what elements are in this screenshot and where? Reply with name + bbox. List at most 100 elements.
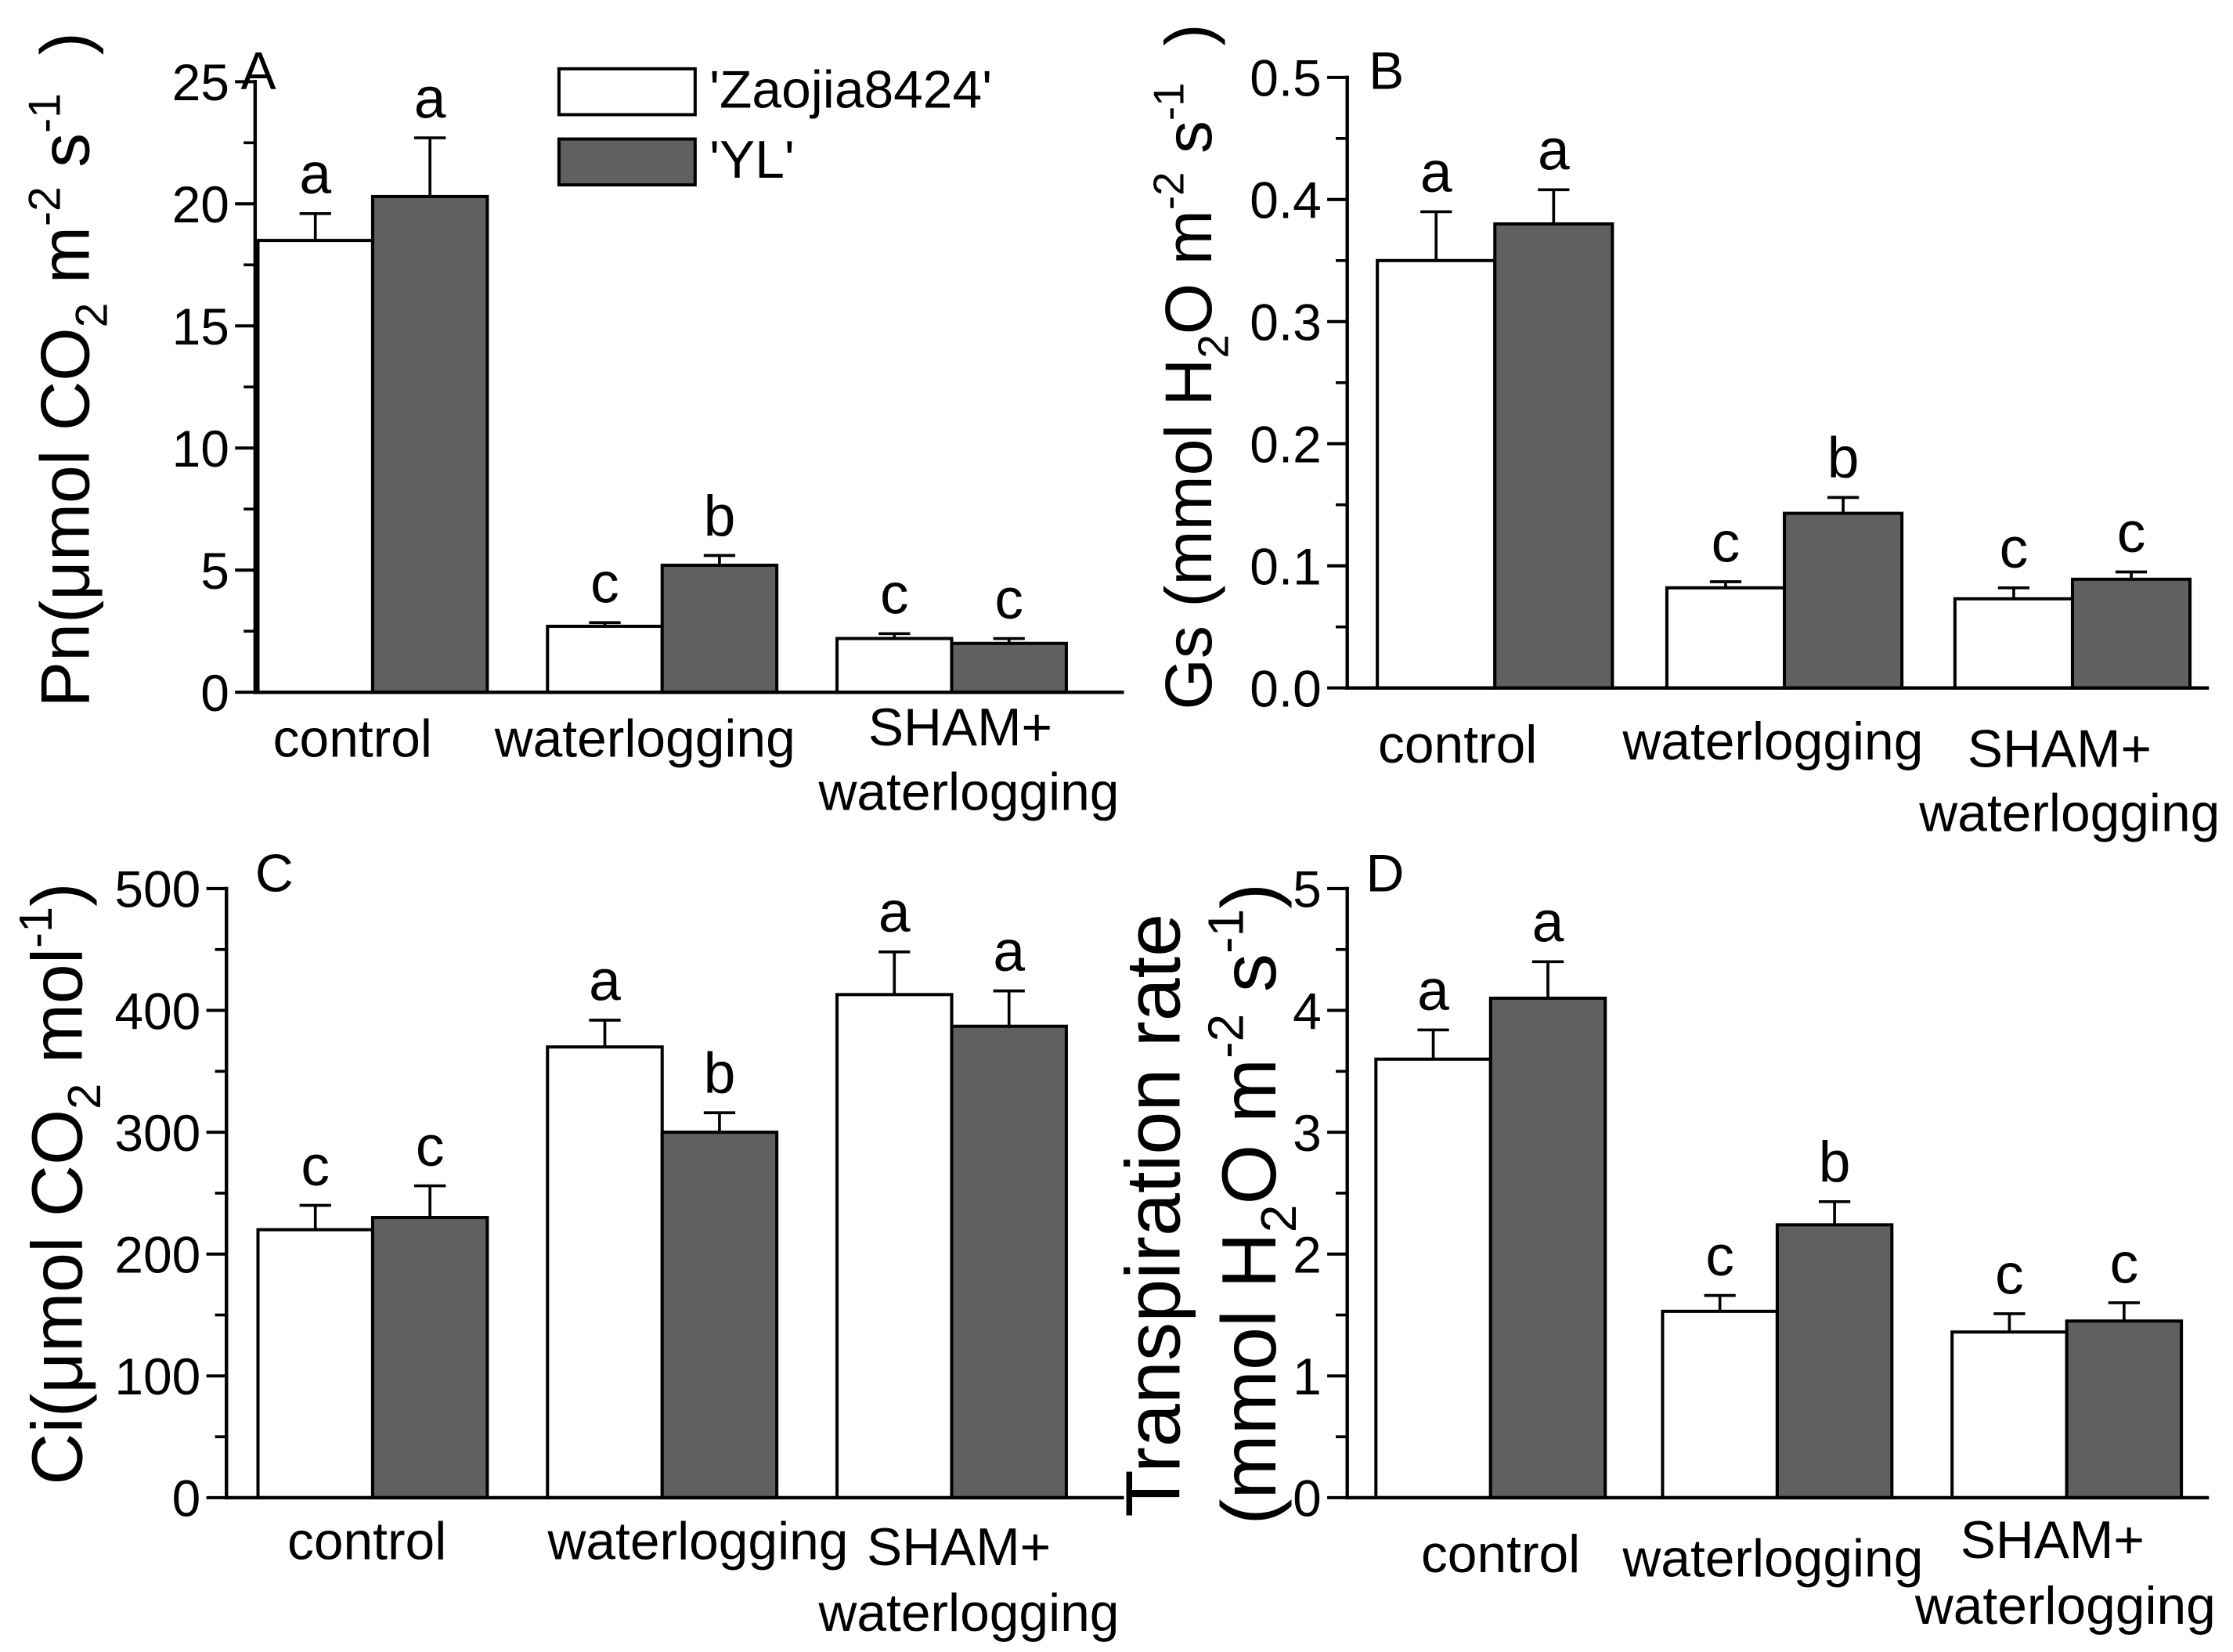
bar-group-waterlogging: cb	[1661, 1130, 1894, 1499]
y-axis-label-subscript: 2	[1189, 334, 1238, 358]
panel-letter: B	[1369, 41, 1404, 100]
significance-letter-zaojia8424-control: c	[301, 1134, 330, 1198]
error-bar-yl-control	[1531, 960, 1564, 998]
bar-group-control: aa	[256, 66, 489, 694]
significance-letter-yl-control: c	[416, 1114, 445, 1178]
error-bar-zaojia8424-waterlogging	[1704, 1293, 1736, 1311]
y-tick-label: 200	[114, 1226, 200, 1284]
bar-zaojia8424-sham-waterlogging	[1953, 597, 2074, 690]
y-axis-label-superscript: -2	[20, 186, 70, 226]
y-axis-label-text: O m	[1206, 1059, 1292, 1205]
x-category-label-sham-waterlogging-line-1: SHAM+	[1961, 1511, 2145, 1570]
y-axis-label-text: (mmol H	[1206, 1232, 1292, 1524]
bar-yl-waterlogging	[1783, 511, 1904, 690]
y-tick-label: 0.2	[1250, 416, 1322, 474]
y-tick-label: 4	[1293, 982, 1322, 1040]
significance-letter-yl-waterlogging: b	[1827, 426, 1860, 490]
x-category-label-control: control	[273, 710, 432, 769]
significance-letter-yl-control: a	[1532, 890, 1564, 954]
significance-letter-zaojia8424-control: a	[299, 142, 331, 206]
x-category-label-sham-waterlogging-line-2: waterlogging	[817, 1584, 1119, 1643]
significance-letter-yl-waterlogging: b	[1819, 1130, 1851, 1194]
bar-zaojia8424-waterlogging	[546, 624, 664, 694]
significance-letter-yl-waterlogging: b	[704, 484, 736, 548]
y-axis-label-superscript: -1	[1198, 909, 1254, 954]
error-bar-yl-control	[1538, 188, 1570, 225]
y-tick-label: 0.0	[1250, 659, 1322, 717]
bar-yl-waterlogging	[1775, 1223, 1894, 1499]
y-axis-label: Ci(μmol CO2 mol-1)	[9, 882, 110, 1484]
panel-letter: C	[255, 845, 294, 904]
significance-letter-zaojia8424-control: a	[1420, 140, 1452, 204]
x-category-label-waterlogging: waterlogging	[1622, 1530, 1923, 1589]
bar-yl-sham-waterlogging	[2070, 577, 2192, 690]
y-tick-label: 2	[1293, 1226, 1322, 1284]
bar-zaojia8424-sham-waterlogging	[1950, 1330, 2069, 1499]
legend-swatch-yl	[557, 137, 697, 187]
bar-zaojia8424-waterlogging	[546, 1045, 664, 1499]
panel-letter: D	[1366, 845, 1405, 904]
bar-yl-waterlogging	[660, 1131, 779, 1499]
bar-zaojia8424-control	[256, 1228, 374, 1499]
y-tick-label: 25	[172, 53, 229, 111]
bar-zaojia8424-control	[256, 239, 374, 694]
significance-letter-zaojia8424-waterlogging: a	[589, 948, 621, 1012]
error-bar-zaojia8424-waterlogging	[589, 1019, 621, 1048]
error-bar-yl-sham-waterlogging	[993, 989, 1025, 1026]
bar-yl-waterlogging	[660, 563, 779, 694]
y-tick-label: 400	[114, 982, 200, 1040]
bar-group-waterlogging: cb	[1665, 426, 1904, 690]
significance-letter-yl-waterlogging: b	[704, 1041, 736, 1106]
y-axis-label-text: )	[26, 32, 103, 93]
error-bar-zaojia8424-sham-waterlogging	[878, 632, 911, 639]
y-tick-label: 10	[172, 420, 229, 478]
y-axis-label-text: m	[26, 226, 103, 303]
y-axis-label-text: O m	[1152, 210, 1225, 334]
error-bar-yl-waterlogging	[703, 554, 736, 565]
bar-zaojia8424-waterlogging	[1661, 1309, 1779, 1499]
x-category-label-control: control	[1378, 716, 1537, 774]
bar-group-control: aa	[1374, 890, 1607, 1499]
legend-label-yl: 'YL'	[709, 131, 795, 189]
bar-zaojia8424-sham-waterlogging	[835, 993, 954, 1499]
error-bar-zaojia8424-sham-waterlogging	[1997, 586, 2030, 599]
y-axis-label-text: s	[26, 133, 103, 186]
y-axis-label-subscript: 2	[1250, 1205, 1307, 1233]
error-bar-yl-control	[414, 1184, 446, 1218]
y-axis-label-superscript: -2	[1144, 172, 1192, 211]
y-axis-label-text: Ci(μmol CO	[17, 1109, 97, 1485]
significance-letter-zaojia8424-sham-waterlogging: c	[2000, 516, 2029, 580]
y-axis-label-text: )	[1206, 883, 1292, 909]
x-category-label-control: control	[1421, 1525, 1580, 1584]
x-category-label-waterlogging: waterlogging	[547, 1513, 848, 1571]
bar-yl-control	[370, 1216, 489, 1499]
y-axis-label-text: mol	[17, 948, 97, 1084]
y-tick-label: 5	[1293, 860, 1322, 918]
y-axis-label-text: Transpiration rate	[1110, 914, 1196, 1517]
significance-letter-yl-sham-waterlogging: a	[993, 919, 1025, 983]
y-axis-label-text: Gs (mmol H	[1152, 359, 1225, 710]
legend-item-yl: 'YL'	[557, 131, 795, 189]
bar-yl-control	[1488, 996, 1607, 1499]
x-category-label-sham-waterlogging-line-1: SHAM+	[1968, 720, 2152, 778]
error-bar-zaojia8424-control	[299, 211, 331, 241]
error-bar-yl-sham-waterlogging	[2115, 570, 2148, 579]
error-bar-zaojia8424-waterlogging	[1709, 580, 1742, 588]
y-tick-label: 0.3	[1250, 294, 1322, 352]
bar-yl-control	[1493, 222, 1614, 690]
legend-label-zaojia8424: 'Zaojia8424'	[709, 60, 992, 119]
error-bar-zaojia8424-control	[299, 1203, 331, 1230]
significance-letter-yl-control: a	[414, 66, 446, 130]
x-category-label-control: control	[287, 1513, 446, 1571]
legend: 'Zaojia8424' 'YL'	[557, 60, 992, 189]
y-axis-label-line-1: Transpiration rate	[1110, 914, 1196, 1517]
y-tick-label: 500	[114, 860, 200, 918]
